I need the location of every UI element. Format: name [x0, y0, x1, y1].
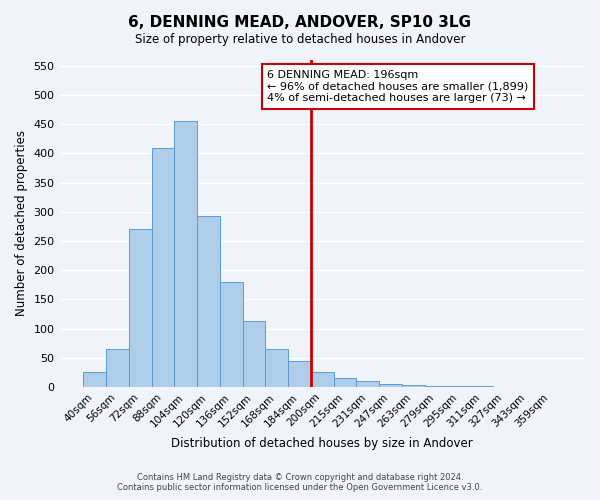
Bar [129, 230, 152, 387]
Bar [334, 378, 356, 387]
Bar [402, 385, 425, 387]
Bar [356, 381, 379, 387]
Bar [265, 349, 288, 387]
Bar [288, 360, 311, 387]
Y-axis label: Number of detached properties: Number of detached properties [15, 130, 28, 316]
Bar [311, 372, 334, 387]
Text: Contains HM Land Registry data © Crown copyright and database right 2024.
Contai: Contains HM Land Registry data © Crown c… [118, 473, 482, 492]
Bar [379, 384, 402, 387]
Bar [106, 349, 129, 387]
Bar [220, 282, 242, 387]
Bar [425, 386, 448, 387]
Bar [470, 386, 493, 387]
Bar [448, 386, 470, 387]
Text: 6, DENNING MEAD, ANDOVER, SP10 3LG: 6, DENNING MEAD, ANDOVER, SP10 3LG [128, 15, 472, 30]
Bar [83, 372, 106, 387]
Bar [175, 122, 197, 387]
Text: Size of property relative to detached houses in Andover: Size of property relative to detached ho… [135, 32, 465, 46]
Text: 6 DENNING MEAD: 196sqm
← 96% of detached houses are smaller (1,899)
4% of semi-d: 6 DENNING MEAD: 196sqm ← 96% of detached… [267, 70, 529, 103]
Bar [242, 321, 265, 387]
Bar [152, 148, 175, 387]
Bar [197, 216, 220, 387]
X-axis label: Distribution of detached houses by size in Andover: Distribution of detached houses by size … [172, 437, 473, 450]
